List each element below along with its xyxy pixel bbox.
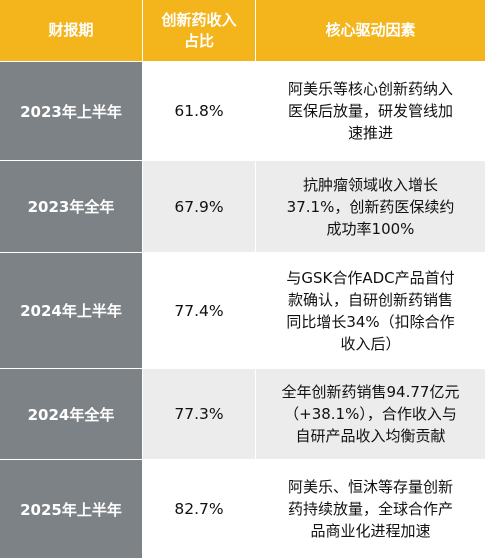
row-drivers: 抗肿瘤领域收入增长 37.1%，创新药医保续约 成功率100% xyxy=(256,161,486,253)
row-share: 67.9% xyxy=(143,161,256,253)
row-period: 2024年全年 xyxy=(0,369,143,460)
row-drivers-text: 与GSK合作ADC产品首付 款确认，自研创新药销售 同比增长34%（扣除合作 收… xyxy=(286,268,455,353)
row-share: 77.3% xyxy=(143,369,256,460)
row-drivers-text: 全年创新药销售94.77亿元 （+38.1%），合作收入与 自研产品收入均衡贡献 xyxy=(281,383,460,445)
row-share: 82.7% xyxy=(143,460,256,559)
row-share: 61.8% xyxy=(143,62,256,161)
row-period: 2023年上半年 xyxy=(0,62,143,161)
row-period: 2025年上半年 xyxy=(0,460,143,559)
row-drivers-text: 抗肿瘤领域收入增长 37.1%，创新药医保续约 成功率100% xyxy=(286,175,455,238)
row-drivers: 阿美乐等核心创新药纳入 医保后放量，研发管线加 速推进 xyxy=(256,62,486,161)
row-drivers-text: 阿美乐、恒沐等存量创新 药持续放量，全球合作产 品商业化进程加速 xyxy=(287,478,453,540)
row-share: 77.4% xyxy=(143,253,256,369)
row-period: 2023年全年 xyxy=(0,161,143,253)
row-drivers: 与GSK合作ADC产品首付 款确认，自研创新药销售 同比增长34%（扣除合作 收… xyxy=(256,253,486,369)
row-drivers: 全年创新药销售94.77亿元 （+38.1%），合作收入与 自研产品收入均衡贡献 xyxy=(256,369,486,460)
row-drivers-text: 阿美乐等核心创新药纳入 医保后放量，研发管线加 速推进 xyxy=(287,80,453,142)
header-innovative-drug-share: 创新药收入 占比 xyxy=(143,0,256,62)
row-drivers: 阿美乐、恒沐等存量创新 药持续放量，全球合作产 品商业化进程加速 xyxy=(256,460,486,559)
header-period: 财报期 xyxy=(0,0,143,62)
header-core-drivers: 核心驱动因素 xyxy=(256,0,486,62)
row-period: 2024年上半年 xyxy=(0,253,143,369)
